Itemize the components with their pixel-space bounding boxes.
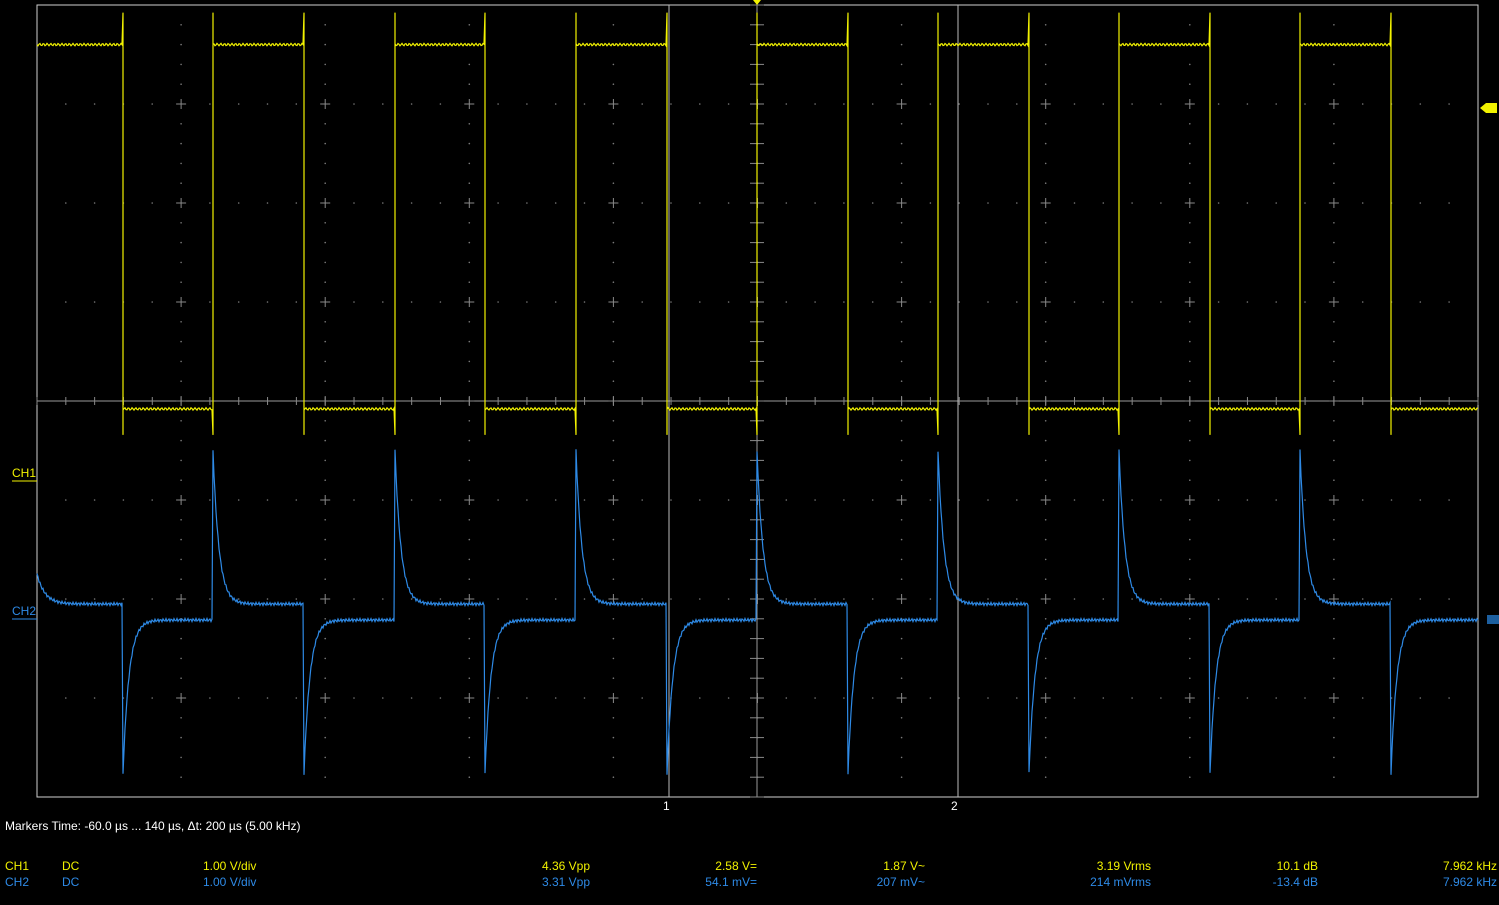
channel-name[interactable]: CH2 [5, 875, 30, 889]
ch1-trigger-level-marker[interactable] [1480, 103, 1497, 113]
db-value: 10.1 dB [1276, 859, 1318, 873]
volts-per-div[interactable]: 1.00 V/div [203, 875, 257, 889]
oscilloscope-display: 1 2 CH1 CH2 [12, 0, 1499, 810]
ch1-ground-label[interactable]: CH1 [12, 466, 36, 480]
ch2-ground-label[interactable]: CH2 [12, 604, 36, 618]
channel-name[interactable]: CH1 [5, 859, 30, 873]
vpp-value: 3.31 Vpp [541, 875, 590, 889]
frequency-value: 7.962 kHz [1442, 859, 1497, 873]
rms-value: 214 mVrms [1090, 875, 1151, 889]
ch2-waveform [36, 449, 1479, 775]
volts-per-div[interactable]: 1.00 V/div [203, 859, 257, 873]
db-value: -13.4 dB [1272, 875, 1318, 889]
mean-value: 54.1 mV= [705, 875, 757, 889]
ch2-measurement-row: CH2 DC 1.00 V/div 3.31 Vpp 54.1 mV= 207 … [0, 875, 1499, 891]
ac-value: 207 mV~ [876, 875, 925, 889]
markers-readout: Markers Time: -60.0 µs ... 140 µs, Δt: 2… [5, 819, 301, 833]
ch1-measurement-row: CH1 DC 1.00 V/div 4.36 Vpp 2.58 V= 1.87 … [0, 859, 1499, 875]
measurement-panel: Markers Time: -60.0 µs ... 140 µs, Δt: 2… [0, 810, 1499, 905]
rms-value: 3.19 Vrms [1096, 859, 1151, 873]
ch2-offset-marker[interactable] [1487, 615, 1499, 624]
cursor-1-label: 1 [663, 799, 670, 810]
frequency-value: 7.962 kHz [1442, 875, 1497, 889]
coupling[interactable]: DC [62, 875, 80, 889]
mean-value: 2.58 V= [715, 859, 757, 873]
ac-value: 1.87 V~ [883, 859, 925, 873]
coupling[interactable]: DC [62, 859, 80, 873]
trigger-position-marker[interactable] [753, 0, 761, 5]
cursor-2-label: 2 [951, 799, 958, 810]
ch1-waveform [36, 12, 1479, 435]
vpp-value: 4.36 Vpp [541, 859, 590, 873]
